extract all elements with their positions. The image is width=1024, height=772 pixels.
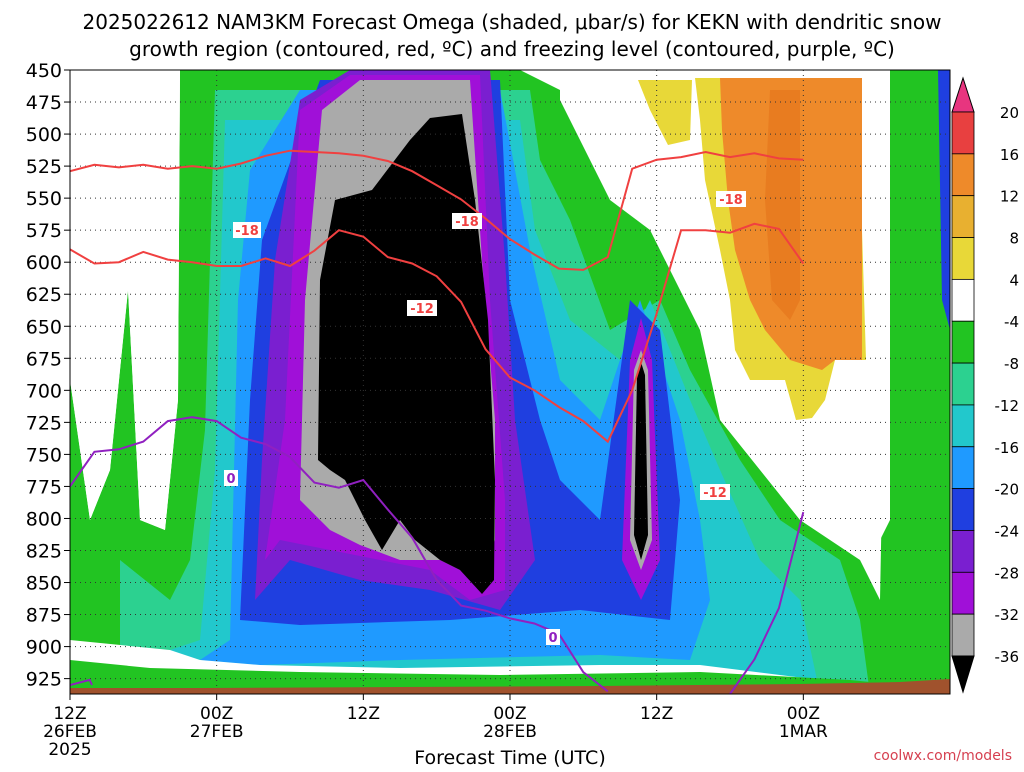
contour-label-bg xyxy=(716,191,746,207)
colorbar-swatch xyxy=(951,237,975,280)
omega-region-white-left xyxy=(70,70,180,530)
colorbar-swatch xyxy=(951,530,975,573)
y-tick-label: 825 xyxy=(26,540,62,562)
colorbar-label: 12 xyxy=(1000,188,1019,206)
colorbar-top-triangle xyxy=(951,76,975,113)
chart-title-line2: growth region (contoured, red, ºC) and f… xyxy=(129,37,895,61)
colorbar-label: -12 xyxy=(995,397,1020,415)
x-tick-label: 12Z xyxy=(53,704,86,724)
x-tick-label: 12Z xyxy=(347,704,380,724)
colorbar-swatch xyxy=(951,278,975,322)
colorbar: 20 16 12 8 4 -4 -8 -12 -16 -20 -24 -28 -32 -36 xyxy=(951,76,1020,694)
contour-label-dgz-12-a: -12 xyxy=(410,302,434,317)
y-tick-label: 625 xyxy=(26,284,62,306)
colorbar-label: -4 xyxy=(1004,313,1019,331)
contour-label-dgz-18-a: -18 xyxy=(235,224,259,239)
y-tick-label: 650 xyxy=(26,316,62,338)
colorbar-label: -36 xyxy=(995,648,1020,666)
y-tick-label: 750 xyxy=(26,444,62,466)
colorbar-swatch xyxy=(951,404,975,448)
colorbar-swatch xyxy=(951,362,975,406)
y-axis: 450 475 500 525 550 575 600 625 650 675 700 725 750 7… xyxy=(26,60,70,691)
colorbar-label: -16 xyxy=(995,439,1020,457)
terrain-surface xyxy=(70,679,950,694)
x-tick-label: 28FEB xyxy=(483,722,537,742)
x-tick-label: 12Z xyxy=(640,704,673,724)
colorbar-label: -24 xyxy=(995,522,1020,540)
y-tick-label: 475 xyxy=(26,92,62,114)
x-tick-label: 00Z xyxy=(493,704,526,724)
contour-label-bg xyxy=(700,484,730,500)
contour-label-dgz-12-b: -12 xyxy=(703,486,727,501)
y-tick-label: 450 xyxy=(26,60,62,82)
colorbar-swatch xyxy=(951,320,975,364)
y-tick-label: 850 xyxy=(26,573,62,595)
y-tick-label: 925 xyxy=(26,669,62,691)
y-tick-label: 800 xyxy=(26,508,62,530)
contour-label-bg xyxy=(224,470,238,486)
y-tick-label: 575 xyxy=(26,220,62,242)
colorbar-label: -28 xyxy=(995,564,1020,582)
y-tick-label: 875 xyxy=(26,605,62,627)
x-tick-label: 00Z xyxy=(200,704,233,724)
freezing-level-contour-small xyxy=(70,678,93,686)
colorbar-label: 20 xyxy=(1000,104,1019,122)
x-tick-label: 26FEB xyxy=(43,722,97,742)
colorbar-swatch xyxy=(951,613,975,657)
y-tick-label: 525 xyxy=(26,156,62,178)
colorbar-label: 4 xyxy=(1009,271,1019,289)
y-tick-label: 550 xyxy=(26,188,62,210)
freezing-level-contour xyxy=(70,416,609,693)
contour-label-bg xyxy=(452,213,482,229)
y-tick-label: 600 xyxy=(26,252,62,274)
contour-label-bg xyxy=(233,222,261,238)
x-tick-label: 00Z xyxy=(787,704,820,724)
x-tick-label: 2025 xyxy=(48,740,91,760)
omega-region-right-blue xyxy=(938,70,950,330)
colorbar-swatch xyxy=(951,195,975,238)
omega-region-black xyxy=(318,114,495,594)
colorbar-label: 8 xyxy=(1009,230,1019,248)
colorbar-swatch xyxy=(951,488,975,531)
chart-title-line1: 2025022612 NAM3KM Forecast Omega (shaded… xyxy=(83,10,942,34)
contour-label-dgz-18-c: -18 xyxy=(719,193,743,208)
x-tick-label: 27FEB xyxy=(190,722,244,742)
contour-label-bg xyxy=(407,300,437,316)
omega-region-col-black xyxy=(634,362,648,560)
y-tick-label: 700 xyxy=(26,380,62,402)
x-axis-title: Forecast Time (UTC) xyxy=(414,747,605,768)
y-tick-label: 725 xyxy=(26,412,62,434)
x-tick-label: 1MAR xyxy=(779,722,828,742)
omega-region-dark-orange xyxy=(765,90,800,320)
colorbar-label: -8 xyxy=(1004,355,1019,373)
freezing-level-contour-right xyxy=(729,511,805,694)
colorbar-swatch xyxy=(951,153,975,197)
omega-region-yellow-a xyxy=(638,80,692,145)
colorbar-swatch xyxy=(951,571,975,615)
colorbar-swatch xyxy=(951,111,975,155)
colorbar-label: 16 xyxy=(1000,146,1019,164)
dgz-minus12-contour xyxy=(70,222,805,444)
colorbar-label: -20 xyxy=(995,481,1020,499)
contour-label-bg xyxy=(546,629,560,645)
y-tick-label: 500 xyxy=(26,124,62,146)
contour-label-dgz-18-b: -18 xyxy=(455,215,479,230)
grid xyxy=(70,70,950,694)
colorbar-swatch xyxy=(951,446,975,490)
colorbar-bottom-triangle xyxy=(951,655,975,694)
omega-shading xyxy=(70,70,950,694)
y-tick-label: 900 xyxy=(26,637,62,659)
plot-area: -18 -18 -18 -12 -12 0 0 xyxy=(70,70,950,694)
watermark: coolwx.com/models xyxy=(874,748,1012,764)
contour-label-fz-a: 0 xyxy=(226,472,235,487)
y-tick-label: 675 xyxy=(26,348,62,370)
dgz-minus18-contour xyxy=(70,149,804,271)
y-tick-label: 775 xyxy=(26,476,62,498)
colorbar-label: -32 xyxy=(995,606,1020,624)
contour-label-fz-b: 0 xyxy=(548,631,557,646)
